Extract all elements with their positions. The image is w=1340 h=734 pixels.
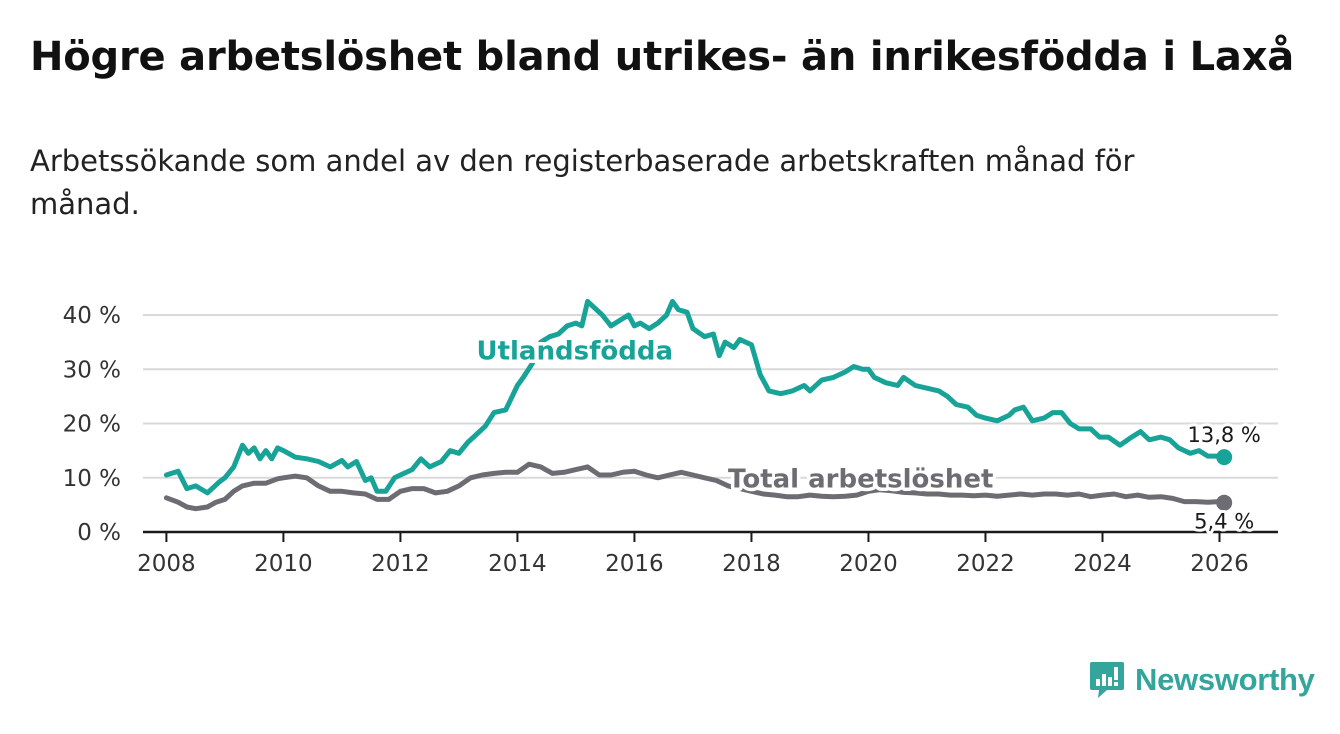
series-line [163, 461, 1227, 512]
x-tick-label: 2020 [839, 551, 898, 577]
series-label-total: Total arbetslöshet [728, 465, 993, 495]
newsworthy-logo: Newsworthy [1089, 660, 1315, 700]
x-tick-label: 2016 [605, 551, 664, 577]
x-tick-label: 2022 [956, 551, 1015, 577]
x-tick-label: 2018 [722, 551, 781, 577]
series-layer [163, 298, 1233, 512]
x-tick-label: 2026 [1190, 551, 1249, 577]
series-end-point [1216, 449, 1233, 466]
brand-name: Newsworthy [1135, 662, 1315, 697]
series-end-point [1216, 494, 1233, 511]
label-layer: Utlandsfödda Total arbetslöshet 13,8 % 5,4 … [473, 333, 1264, 537]
series-label-utlandsfodda: Utlandsfödda [476, 336, 673, 366]
newsworthy-logo-icon [1090, 662, 1124, 698]
y-tick-label: 30 % [63, 357, 121, 383]
series-line [163, 298, 1227, 496]
x-tick-label: 2012 [371, 551, 430, 577]
end-value-utlandsfodda: 13,8 % [1187, 423, 1260, 447]
x-tick-label: 2008 [137, 551, 196, 577]
x-tick-label: 2024 [1073, 551, 1132, 577]
end-value-total: 5,4 % [1194, 510, 1254, 534]
y-tick-label: 0 % [77, 520, 121, 546]
chart-title: Högre arbetslöshet bland utrikes- än inr… [30, 34, 1295, 80]
y-tick-label: 40 % [63, 303, 121, 329]
chart-subtitle: Arbetssökande som andel av den registerb… [30, 144, 1135, 221]
y-tick-label: 20 % [63, 412, 121, 438]
y-tick-label: 10 % [63, 466, 121, 492]
x-tick-label: 2010 [254, 551, 313, 577]
x-tick-label: 2014 [488, 551, 547, 577]
